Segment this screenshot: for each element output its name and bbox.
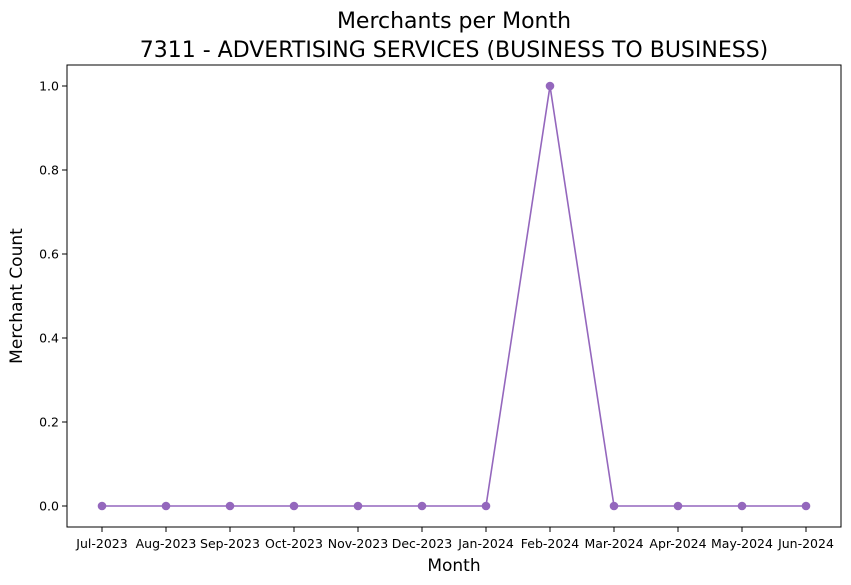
x-tick-label: Jul-2023 [75, 536, 127, 551]
data-point-apr-2024 [673, 501, 683, 511]
x-tick-label: Mar-2024 [584, 536, 643, 551]
x-tick-label: Oct-2023 [265, 536, 323, 551]
data-point-sep-2023 [225, 501, 235, 511]
y-axis-label: Merchant Count [7, 228, 27, 364]
y-tick-label: 0.8 [39, 163, 59, 178]
data-point-aug-2023 [161, 501, 171, 511]
series-line [102, 85, 806, 507]
data-point-feb-2024 [545, 81, 555, 91]
x-tick-label: Nov-2023 [328, 536, 388, 551]
y-tick-label: 1.0 [39, 79, 59, 94]
y-tick-label: 0.2 [39, 415, 59, 430]
x-axis-label: Month [427, 556, 480, 576]
x-tick-label: Dec-2023 [392, 536, 453, 551]
x-tick-label: Aug-2023 [136, 536, 197, 551]
data-point-jan-2024 [481, 501, 491, 511]
y-tick-label: 0.0 [39, 499, 59, 514]
x-tick-label: Feb-2024 [521, 536, 580, 551]
series-markers [97, 81, 811, 511]
x-axis: Jul-2023 Aug-2023 Sep-2023 Oct-2023 Nov-2023… [75, 527, 834, 551]
data-point-dec-2023 [417, 501, 427, 511]
data-point-oct-2023 [289, 501, 299, 511]
data-point-jul-2023 [97, 501, 107, 511]
chart-title-line1: Merchants per Month [337, 9, 571, 34]
x-tick-label: Jan-2024 [457, 536, 514, 551]
x-tick-label: Sep-2023 [200, 536, 260, 551]
y-axis: 0.0 0.2 0.4 0.6 0.8 1.0 [39, 79, 67, 514]
x-tick-label: Apr-2024 [649, 536, 706, 551]
y-tick-label: 0.4 [39, 331, 59, 346]
data-point-may-2024 [737, 501, 747, 511]
y-tick-label: 0.6 [39, 247, 59, 262]
chart-title-line2: 7311 - ADVERTISING SERVICES (BUSINESS TO… [140, 38, 769, 63]
data-point-mar-2024 [609, 501, 619, 511]
plot-area [66, 64, 842, 528]
data-point-jun-2024 [801, 501, 811, 511]
data-point-nov-2023 [353, 501, 363, 511]
x-tick-label: May-2024 [711, 536, 773, 551]
x-tick-label: Jun-2024 [777, 536, 834, 551]
